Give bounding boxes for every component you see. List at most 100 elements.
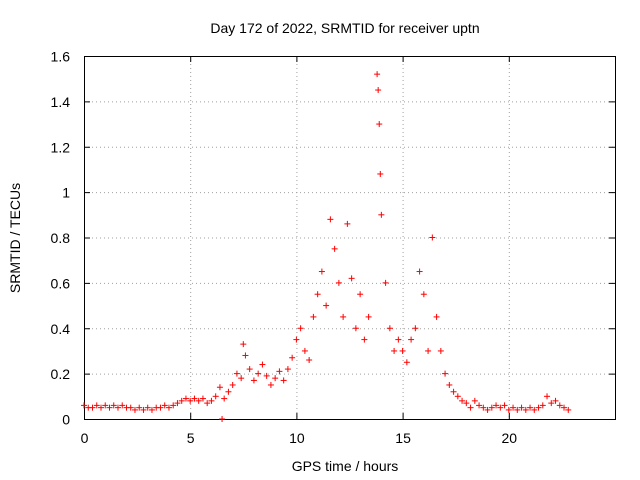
data-point <box>255 370 262 377</box>
data-point <box>376 121 383 128</box>
grid <box>84 56 615 419</box>
ticks <box>84 56 615 420</box>
data-point <box>225 388 232 395</box>
y-tick-labels: 0 0.2 0.4 0.6 0.8 1 1.2 1.4 1.6 <box>51 49 71 428</box>
data-point <box>416 268 423 275</box>
data-point <box>127 404 134 411</box>
data-point <box>377 170 384 177</box>
data-point <box>437 347 444 354</box>
data-point <box>240 341 247 348</box>
data-point <box>195 397 202 404</box>
data-point <box>106 404 113 411</box>
data-point <box>514 406 521 413</box>
data-point <box>412 325 419 332</box>
data-point <box>375 87 382 94</box>
chart-title: Day 172 of 2022, SRMTID for receiver upt… <box>210 20 479 36</box>
data-point <box>221 395 228 402</box>
data-point <box>297 325 304 332</box>
data-point <box>497 404 504 411</box>
data-point <box>561 404 568 411</box>
data-point <box>182 395 189 402</box>
data-point <box>148 406 155 413</box>
data-point <box>131 406 138 413</box>
data-point <box>280 377 287 384</box>
data-point <box>531 406 538 413</box>
data-point <box>544 393 551 400</box>
y-tick-label: 0.6 <box>51 275 71 291</box>
data-point <box>480 404 487 411</box>
data-point <box>93 402 100 409</box>
data-point <box>378 211 385 218</box>
data-point <box>471 397 478 404</box>
data-point <box>301 347 308 354</box>
data-point <box>314 291 321 298</box>
data-point <box>565 406 572 413</box>
data-point <box>484 406 491 413</box>
data-point <box>306 357 313 364</box>
data-point <box>425 347 432 354</box>
data-point <box>119 402 126 409</box>
data-point <box>335 279 342 286</box>
data-point <box>204 400 211 407</box>
data-point <box>233 370 240 377</box>
data-point <box>518 404 525 411</box>
data-point <box>510 404 517 411</box>
data-point <box>344 220 351 227</box>
data-point <box>272 375 279 382</box>
data-point <box>136 404 143 411</box>
data-point <box>357 291 364 298</box>
data-point <box>374 71 381 78</box>
data-point <box>433 313 440 320</box>
y-tick-label: 1 <box>62 185 70 201</box>
data-point <box>548 400 555 407</box>
data-point <box>386 325 393 332</box>
x-tick-labels: 0 5 10 15 20 <box>81 430 518 446</box>
data-point <box>420 291 427 298</box>
data-point <box>114 404 121 411</box>
data-point <box>403 359 410 366</box>
data-point <box>110 402 117 409</box>
data-point <box>187 397 194 404</box>
data-point <box>459 397 466 404</box>
x-tick-label: 20 <box>502 430 518 446</box>
data-point <box>238 375 245 382</box>
data-point <box>352 325 359 332</box>
data-point <box>216 384 223 391</box>
y-axis-label: SRMTID / TECUs <box>7 183 23 293</box>
x-axis-label: GPS time / hours <box>292 458 399 474</box>
x-tick-label: 15 <box>395 430 411 446</box>
data-point <box>199 395 206 402</box>
data-point <box>391 347 398 354</box>
data-point <box>505 406 512 413</box>
data-point <box>165 404 172 411</box>
data-point <box>476 402 483 409</box>
data-point <box>395 336 402 343</box>
data-point <box>242 352 249 359</box>
data-point <box>323 302 330 309</box>
data-point <box>157 404 164 411</box>
data-point <box>246 366 253 373</box>
data-points <box>81 71 572 422</box>
data-point <box>310 313 317 320</box>
data-point <box>493 402 500 409</box>
data-point <box>284 366 291 373</box>
y-tick-label: 0 <box>62 412 70 428</box>
data-point <box>170 402 177 409</box>
data-point <box>178 397 185 404</box>
data-point <box>102 402 109 409</box>
y-tick-label: 1.6 <box>51 49 71 65</box>
data-point <box>250 377 257 384</box>
data-point <box>365 313 372 320</box>
data-point <box>267 381 274 388</box>
x-tick-label: 0 <box>81 430 89 446</box>
data-point <box>527 404 534 411</box>
data-point <box>318 268 325 275</box>
data-point <box>276 368 283 375</box>
data-point <box>442 370 449 377</box>
data-point <box>552 397 559 404</box>
data-point <box>348 275 355 282</box>
data-point <box>144 404 151 411</box>
data-point <box>454 393 461 400</box>
data-point <box>161 402 168 409</box>
